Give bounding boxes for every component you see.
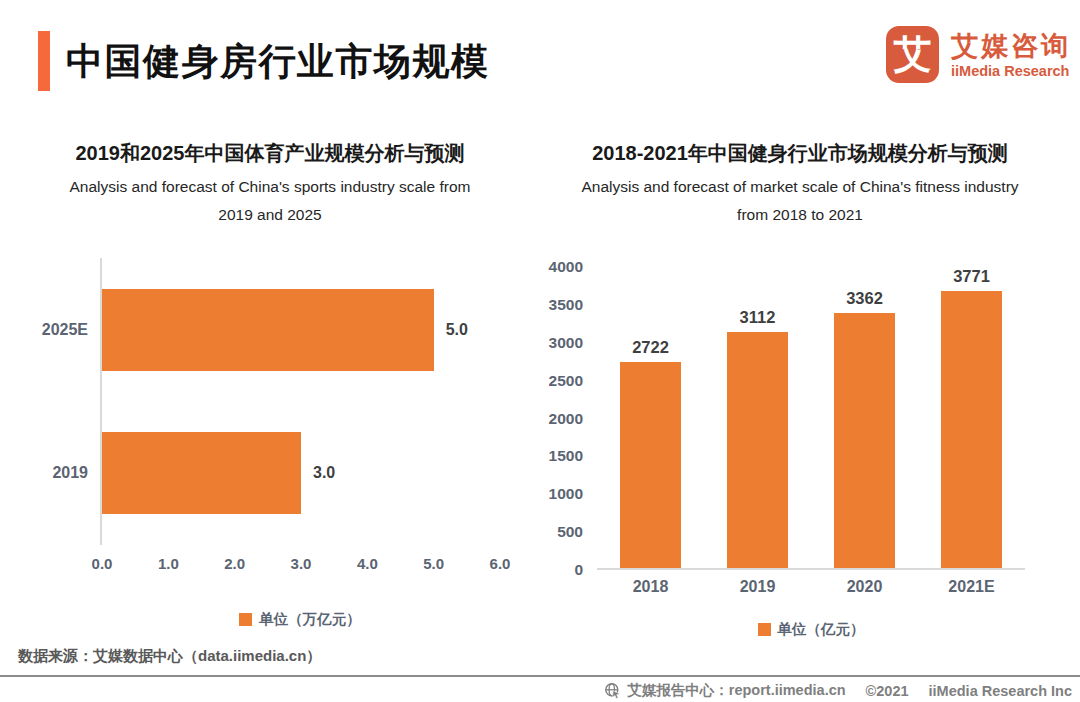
bar <box>102 432 301 514</box>
left-chart-subtitle: Analysis and forecast of China's sports … <box>30 173 510 229</box>
value-label: 5.0 <box>446 321 468 339</box>
left-chart-legend: 单位（万亿元） <box>100 610 500 629</box>
y-tick-label: 2500 <box>549 372 583 390</box>
right-chart-title: 2018-2021年中国健身行业市场规模分析与预测 <box>552 140 1048 166</box>
y-tick-label: 500 <box>557 523 583 541</box>
bar <box>834 313 895 568</box>
right-chart-subtitle: Analysis and forecast of market scale of… <box>552 173 1048 229</box>
sports-industry-chart: 2019和2025年中国体育产业规模分析与预测 Analysis and for… <box>30 140 510 229</box>
right-chart-plot-area: 2722311233623771 2018201920202021E 40003… <box>597 267 1025 570</box>
x-category-label: 2020 <box>811 578 918 596</box>
bar-slot-2018: 2722 <box>597 267 704 568</box>
y-tick-label: 3000 <box>549 334 583 352</box>
y-tick-label: 0 <box>574 561 583 579</box>
category-label: 2025E <box>42 321 88 339</box>
x-category-label: 2021E <box>918 578 1025 596</box>
bars-container: 2722 3112 3362 3771 <box>597 267 1025 568</box>
left-subtitle-line1: Analysis and forecast of China's sports … <box>70 178 471 195</box>
logo-name-en: iiMedia Research <box>951 63 1071 79</box>
x-category-label: 2018 <box>597 578 704 596</box>
value-label: 3112 <box>740 308 776 327</box>
copyright-text: ©2021 <box>866 683 909 699</box>
logo-name-cn: 艾媒咨询 <box>951 31 1071 61</box>
y-tick-label: 1500 <box>549 447 583 465</box>
x-tick-label: 3.0 <box>291 555 312 572</box>
x-tick-label: 1.0 <box>158 555 179 572</box>
bottom-footer: 艾媒报告中心：report.iimedia.cn ©2021 iiMedia R… <box>604 681 1072 700</box>
value-label: 3771 <box>953 267 990 286</box>
legend-swatch-icon <box>758 623 771 636</box>
data-source-note: 数据来源：艾媒数据中心（data.iimedia.cn） <box>18 647 321 666</box>
right-subtitle-line2: from 2018 to 2021 <box>737 206 863 223</box>
y-tick-label: 3500 <box>549 296 583 314</box>
iimedia-logo: 艾 艾媒咨询 iiMedia Research <box>886 26 1071 83</box>
report-center-text: 艾媒报告中心：report.iimedia.cn <box>627 681 845 700</box>
logo-glyph-icon: 艾 <box>886 26 939 83</box>
x-tick-label: 6.0 <box>490 555 511 572</box>
footer-divider <box>0 675 1080 677</box>
left-chart-title: 2019和2025年中国体育产业规模分析与预测 <box>30 140 510 166</box>
value-label: 3.0 <box>313 464 335 482</box>
x-tick-label: 5.0 <box>423 555 444 572</box>
left-chart-plot-area: 2025E5.020193.00.01.02.03.04.05.06.0 <box>100 258 500 545</box>
bar-slot-2021E: 3771 <box>918 267 1025 568</box>
bar <box>102 289 434 371</box>
bar-row-2025E: 2025E5.0 <box>102 289 500 371</box>
logo-text: 艾媒咨询 iiMedia Research <box>951 31 1071 79</box>
bar <box>727 332 788 568</box>
y-tick-label: 4000 <box>549 258 583 276</box>
right-chart-legend: 单位（亿元） <box>597 620 1025 639</box>
globe-cursor-icon <box>604 682 621 699</box>
company-text: iiMedia Research Inc <box>929 683 1072 699</box>
x-tick-label: 4.0 <box>357 555 378 572</box>
x-tick-label: 2.0 <box>224 555 245 572</box>
x-tick-label: 0.0 <box>92 555 113 572</box>
value-label: 3362 <box>846 289 883 308</box>
y-tick-label: 2000 <box>549 410 583 428</box>
bar-row-2019: 20193.0 <box>102 432 500 514</box>
bar <box>941 291 1002 568</box>
legend-swatch-icon <box>239 613 252 626</box>
x-category-label: 2019 <box>704 578 811 596</box>
left-legend-label: 单位（万亿元） <box>259 610 361 629</box>
category-label: 2019 <box>52 464 88 482</box>
right-subtitle-line1: Analysis and forecast of market scale of… <box>581 178 1018 195</box>
value-label: 2722 <box>632 338 669 357</box>
bar-slot-2019: 3112 <box>704 267 811 568</box>
left-subtitle-line2: 2019 and 2025 <box>218 206 321 223</box>
right-legend-label: 单位（亿元） <box>778 620 865 639</box>
fitness-industry-chart: 2018-2021年中国健身行业市场规模分析与预测 Analysis and f… <box>552 140 1048 229</box>
title-accent-bar <box>38 31 50 91</box>
y-tick-label: 1000 <box>549 485 583 503</box>
bar-slot-2020: 3362 <box>811 267 918 568</box>
bar <box>620 362 681 568</box>
report-page: 中国健身房行业市场规模 艾 艾媒咨询 iiMedia Research 2019… <box>0 0 1080 702</box>
page-title: 中国健身房行业市场规模 <box>66 36 490 88</box>
x-axis-labels: 2018201920202021E <box>597 578 1025 596</box>
